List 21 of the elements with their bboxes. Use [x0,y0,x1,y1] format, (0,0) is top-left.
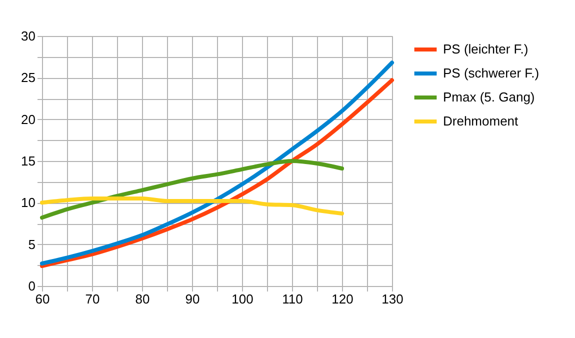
y-tick-label: 5 [28,236,36,252]
x-tick-label: 110 [282,292,303,306]
x-tick-label: 60 [35,292,50,306]
legend-label: PS (leichter F.) [443,42,528,56]
line-series [40,159,344,220]
legend-label: PS (schwerer F.) [443,66,540,80]
y-tick-label: 15 [21,154,36,168]
x-tick-label: 120 [332,292,354,306]
y-tick-label: 20 [21,112,36,127]
x-tick-label: 130 [382,292,404,306]
legend-label: Pmax (5. Gang) [443,90,535,104]
y-tick-label: 0 [28,278,36,294]
x-tick-label: 100 [232,292,254,306]
y-tick-label: 10 [21,195,36,210]
y-tick-label: 25 [21,70,36,86]
line-series [40,196,344,216]
y-tick-label: 30 [21,28,36,44]
x-tick-label: 70 [85,292,100,306]
x-tick-label: 90 [185,292,200,306]
x-tick-label: 80 [135,292,150,306]
legend-label: Drehmoment [443,114,519,128]
